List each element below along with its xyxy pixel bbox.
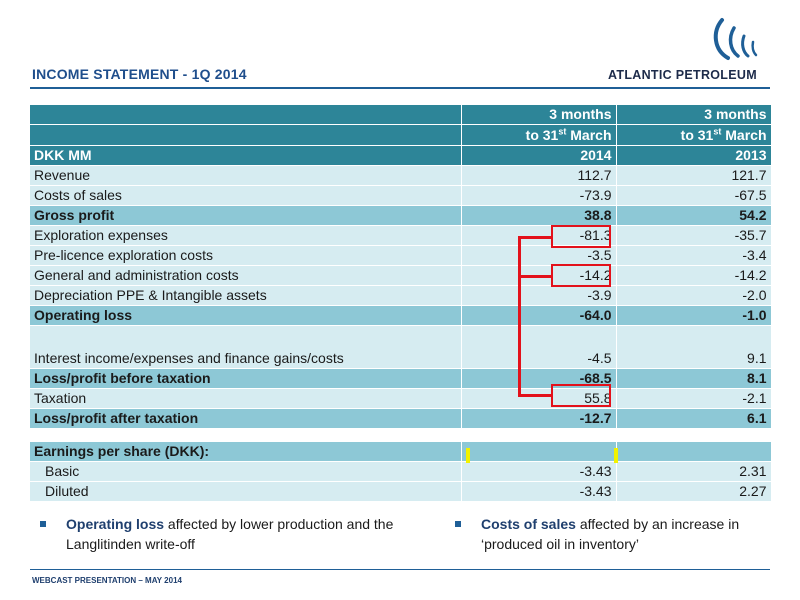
- currency-label: DKK MM: [30, 145, 462, 166]
- table-row-gross-profit: Gross profit 38.8 54.2: [30, 205, 772, 226]
- table-row-costs-of-sales: Costs of sales -73.9 -67.5: [30, 185, 772, 206]
- table-row-taxation: Taxation 55.8 -2.1: [30, 388, 772, 409]
- table-row-general-admin: General and administration costs -14.2 -…: [30, 265, 772, 286]
- table-row-interest: Interest income/expenses and finance gai…: [30, 325, 772, 369]
- table-header-row-2: to 31st March to 31st March: [30, 124, 772, 146]
- highlight-taxation: [551, 384, 611, 407]
- highlight-exploration-expenses: [551, 225, 611, 248]
- col-header-2014-line1: 3 months: [461, 105, 617, 125]
- eps-header-row: Earnings per share (DKK):: [30, 442, 772, 462]
- table-spacer: [30, 428, 771, 442]
- table-row-operating-loss: Operating loss -64.0 -1.0: [30, 305, 772, 326]
- currency-row: DKK MM 2014 2013: [30, 145, 772, 166]
- table-header-row-1: 3 months 3 months: [30, 105, 772, 125]
- logo-text: ATLANTIC PETROLEUM: [608, 68, 757, 82]
- bracket-vertical: [518, 236, 521, 396]
- highlight-general-admin: [551, 264, 611, 287]
- table-row-loss-after-tax: Loss/profit after taxation -12.7 6.1: [30, 408, 772, 429]
- bracket-middle: [518, 275, 552, 278]
- table-row-pre-licence: Pre-licence exploration costs -3.5 -3.4: [30, 245, 772, 266]
- atlantic-petroleum-logo-icon: [713, 18, 758, 60]
- table-row-exploration-expenses: Exploration expenses -81.3 -35.7: [30, 225, 772, 246]
- eps-marker-2013: [614, 448, 618, 463]
- footer-text: WEBCAST PRESENTATION – MAY 2014: [32, 576, 182, 585]
- page-title: INCOME STATEMENT - 1Q 2014: [32, 66, 247, 82]
- bullet-costs-of-sales: Costs of sales affected by an increase i…: [455, 514, 775, 554]
- eps-row-basic: Basic -3.43 2.31: [30, 461, 772, 482]
- income-statement-table: 3 months 3 months to 31st March to 31st …: [30, 105, 772, 502]
- col-header-2013-line2: to 31st March: [616, 124, 772, 146]
- header-blank: [30, 105, 462, 125]
- table-row-revenue: Revenue 112.7 121.7: [30, 165, 772, 186]
- bullet-square-icon: [40, 521, 46, 527]
- bracket-bottom: [518, 394, 552, 397]
- bullet-operating-loss: Operating loss affected by lower product…: [40, 514, 440, 554]
- col-header-2013-line1: 3 months: [616, 105, 772, 125]
- year-2014: 2014: [461, 145, 617, 166]
- footer-divider: [30, 569, 770, 570]
- year-2013: 2013: [616, 145, 772, 166]
- col-header-2014-line2: to 31st March: [461, 124, 617, 146]
- bracket-top: [518, 236, 552, 239]
- bullet-square-icon: [455, 521, 461, 527]
- eps-row-diluted: Diluted -3.43 2.27: [30, 481, 772, 502]
- table-row-loss-before-tax: Loss/profit before taxation -68.5 8.1: [30, 368, 772, 389]
- eps-marker-2014: [466, 448, 470, 463]
- table-row-depreciation: Depreciation PPE & Intangible assets -3.…: [30, 285, 772, 306]
- title-divider: [30, 87, 770, 89]
